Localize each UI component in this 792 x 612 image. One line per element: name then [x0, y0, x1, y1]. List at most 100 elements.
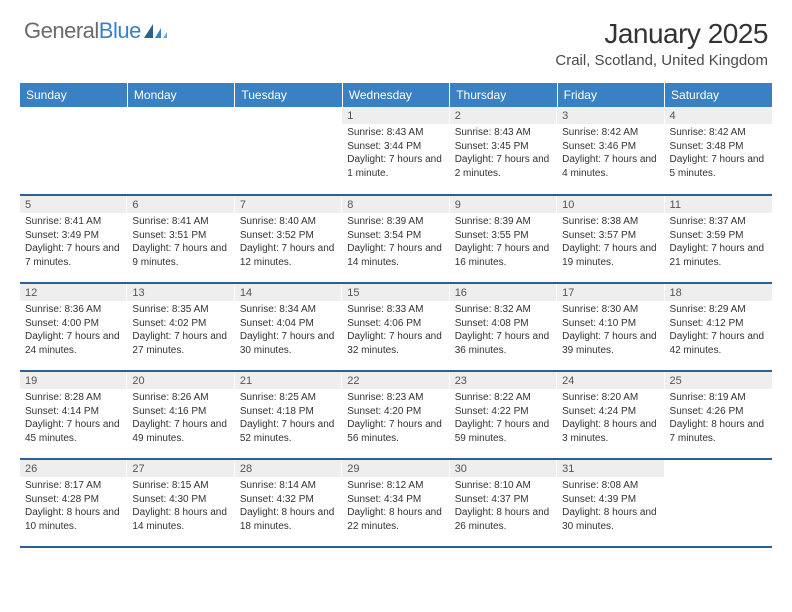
- day-number: 7: [235, 196, 342, 213]
- day-content: Sunrise: 8:25 AMSunset: 4:18 PMDaylight:…: [235, 389, 342, 449]
- day-number: 3: [557, 107, 664, 124]
- day-content: Sunrise: 8:39 AMSunset: 3:54 PMDaylight:…: [342, 213, 449, 273]
- calendar-table: SundayMondayTuesdayWednesdayThursdayFrid…: [20, 83, 772, 548]
- calendar-cell: 21Sunrise: 8:25 AMSunset: 4:18 PMDayligh…: [235, 371, 342, 459]
- location-text: Crail, Scotland, United Kingdom: [555, 52, 768, 69]
- weekday-header: Friday: [557, 83, 664, 107]
- calendar-body: 1Sunrise: 8:43 AMSunset: 3:44 PMDaylight…: [20, 107, 772, 547]
- day-number: 31: [557, 460, 664, 477]
- calendar-cell: 8Sunrise: 8:39 AMSunset: 3:54 PMDaylight…: [342, 195, 449, 283]
- calendar-cell: 15Sunrise: 8:33 AMSunset: 4:06 PMDayligh…: [342, 283, 449, 371]
- day-content: Sunrise: 8:28 AMSunset: 4:14 PMDaylight:…: [20, 389, 127, 449]
- weekday-header: Thursday: [450, 83, 557, 107]
- calendar-cell: 10Sunrise: 8:38 AMSunset: 3:57 PMDayligh…: [557, 195, 664, 283]
- day-number: 18: [665, 284, 772, 301]
- calendar-cell: 24Sunrise: 8:20 AMSunset: 4:24 PMDayligh…: [557, 371, 664, 459]
- day-content: Sunrise: 8:10 AMSunset: 4:37 PMDaylight:…: [450, 477, 557, 537]
- calendar-cell: 4Sunrise: 8:42 AMSunset: 3:48 PMDaylight…: [665, 107, 772, 195]
- day-content: Sunrise: 8:41 AMSunset: 3:49 PMDaylight:…: [20, 213, 127, 273]
- calendar-cell: 28Sunrise: 8:14 AMSunset: 4:32 PMDayligh…: [235, 459, 342, 547]
- day-content: Sunrise: 8:42 AMSunset: 3:46 PMDaylight:…: [557, 124, 664, 184]
- day-number: 20: [127, 372, 234, 389]
- calendar-row: 12Sunrise: 8:36 AMSunset: 4:00 PMDayligh…: [20, 283, 772, 371]
- day-content: Sunrise: 8:30 AMSunset: 4:10 PMDaylight:…: [557, 301, 664, 361]
- day-number: 10: [557, 196, 664, 213]
- calendar-cell: [235, 107, 342, 195]
- calendar-cell: 19Sunrise: 8:28 AMSunset: 4:14 PMDayligh…: [20, 371, 127, 459]
- calendar-cell: 16Sunrise: 8:32 AMSunset: 4:08 PMDayligh…: [450, 283, 557, 371]
- day-number: 4: [665, 107, 772, 124]
- calendar-cell: 2Sunrise: 8:43 AMSunset: 3:45 PMDaylight…: [450, 107, 557, 195]
- calendar-cell: [20, 107, 127, 195]
- day-number: 25: [665, 372, 772, 389]
- weekday-header: Monday: [127, 83, 234, 107]
- day-content: Sunrise: 8:15 AMSunset: 4:30 PMDaylight:…: [127, 477, 234, 537]
- day-number: 28: [235, 460, 342, 477]
- day-number: 29: [342, 460, 449, 477]
- day-content: Sunrise: 8:33 AMSunset: 4:06 PMDaylight:…: [342, 301, 449, 361]
- day-content: Sunrise: 8:41 AMSunset: 3:51 PMDaylight:…: [127, 213, 234, 273]
- day-number: 21: [235, 372, 342, 389]
- brand-name-gray: General: [24, 18, 99, 43]
- day-content: Sunrise: 8:36 AMSunset: 4:00 PMDaylight:…: [20, 301, 127, 361]
- day-number: 2: [450, 107, 557, 124]
- weekday-header: Saturday: [665, 83, 772, 107]
- sails-icon: [143, 22, 169, 40]
- calendar-cell: 18Sunrise: 8:29 AMSunset: 4:12 PMDayligh…: [665, 283, 772, 371]
- calendar-row: 1Sunrise: 8:43 AMSunset: 3:44 PMDaylight…: [20, 107, 772, 195]
- day-number: 13: [127, 284, 234, 301]
- day-content: Sunrise: 8:42 AMSunset: 3:48 PMDaylight:…: [665, 124, 772, 184]
- calendar-cell: 27Sunrise: 8:15 AMSunset: 4:30 PMDayligh…: [127, 459, 234, 547]
- calendar-cell: 26Sunrise: 8:17 AMSunset: 4:28 PMDayligh…: [20, 459, 127, 547]
- day-content: Sunrise: 8:39 AMSunset: 3:55 PMDaylight:…: [450, 213, 557, 273]
- brand-logo: GeneralBlue: [24, 18, 169, 44]
- calendar-cell: 22Sunrise: 8:23 AMSunset: 4:20 PMDayligh…: [342, 371, 449, 459]
- day-number: 17: [557, 284, 664, 301]
- day-content: Sunrise: 8:37 AMSunset: 3:59 PMDaylight:…: [665, 213, 772, 273]
- day-number: 24: [557, 372, 664, 389]
- calendar-cell: 30Sunrise: 8:10 AMSunset: 4:37 PMDayligh…: [450, 459, 557, 547]
- day-number: 12: [20, 284, 127, 301]
- day-content: Sunrise: 8:40 AMSunset: 3:52 PMDaylight:…: [235, 213, 342, 273]
- calendar-cell: 23Sunrise: 8:22 AMSunset: 4:22 PMDayligh…: [450, 371, 557, 459]
- day-content: Sunrise: 8:43 AMSunset: 3:45 PMDaylight:…: [450, 124, 557, 184]
- day-content: Sunrise: 8:19 AMSunset: 4:26 PMDaylight:…: [665, 389, 772, 449]
- calendar-row: 26Sunrise: 8:17 AMSunset: 4:28 PMDayligh…: [20, 459, 772, 547]
- day-number: [235, 107, 342, 124]
- day-number: 9: [450, 196, 557, 213]
- calendar-cell: 3Sunrise: 8:42 AMSunset: 3:46 PMDaylight…: [557, 107, 664, 195]
- brand-name-blue: Blue: [99, 18, 141, 43]
- day-content: Sunrise: 8:12 AMSunset: 4:34 PMDaylight:…: [342, 477, 449, 537]
- calendar-cell: [665, 459, 772, 547]
- day-number: 26: [20, 460, 127, 477]
- calendar-row: 5Sunrise: 8:41 AMSunset: 3:49 PMDaylight…: [20, 195, 772, 283]
- day-number: 16: [450, 284, 557, 301]
- day-content: Sunrise: 8:14 AMSunset: 4:32 PMDaylight:…: [235, 477, 342, 537]
- calendar-cell: 31Sunrise: 8:08 AMSunset: 4:39 PMDayligh…: [557, 459, 664, 547]
- day-number: 22: [342, 372, 449, 389]
- day-number: 15: [342, 284, 449, 301]
- day-number: [665, 460, 772, 477]
- day-number: 11: [665, 196, 772, 213]
- day-number: 1: [342, 107, 449, 124]
- calendar-cell: 11Sunrise: 8:37 AMSunset: 3:59 PMDayligh…: [665, 195, 772, 283]
- day-number: 27: [127, 460, 234, 477]
- calendar-cell: 12Sunrise: 8:36 AMSunset: 4:00 PMDayligh…: [20, 283, 127, 371]
- day-content: Sunrise: 8:26 AMSunset: 4:16 PMDaylight:…: [127, 389, 234, 449]
- calendar-cell: 1Sunrise: 8:43 AMSunset: 3:44 PMDaylight…: [342, 107, 449, 195]
- day-content: Sunrise: 8:23 AMSunset: 4:20 PMDaylight:…: [342, 389, 449, 449]
- day-content: Sunrise: 8:17 AMSunset: 4:28 PMDaylight:…: [20, 477, 127, 537]
- calendar-cell: 17Sunrise: 8:30 AMSunset: 4:10 PMDayligh…: [557, 283, 664, 371]
- calendar-cell: 6Sunrise: 8:41 AMSunset: 3:51 PMDaylight…: [127, 195, 234, 283]
- day-content: Sunrise: 8:20 AMSunset: 4:24 PMDaylight:…: [557, 389, 664, 449]
- day-number: [127, 107, 234, 124]
- weekday-header: Wednesday: [342, 83, 449, 107]
- calendar-header-row: SundayMondayTuesdayWednesdayThursdayFrid…: [20, 83, 772, 107]
- calendar-row: 19Sunrise: 8:28 AMSunset: 4:14 PMDayligh…: [20, 371, 772, 459]
- day-content: Sunrise: 8:43 AMSunset: 3:44 PMDaylight:…: [342, 124, 449, 184]
- calendar-cell: 20Sunrise: 8:26 AMSunset: 4:16 PMDayligh…: [127, 371, 234, 459]
- day-number: 30: [450, 460, 557, 477]
- weekday-header: Tuesday: [235, 83, 342, 107]
- day-number: 6: [127, 196, 234, 213]
- day-number: 14: [235, 284, 342, 301]
